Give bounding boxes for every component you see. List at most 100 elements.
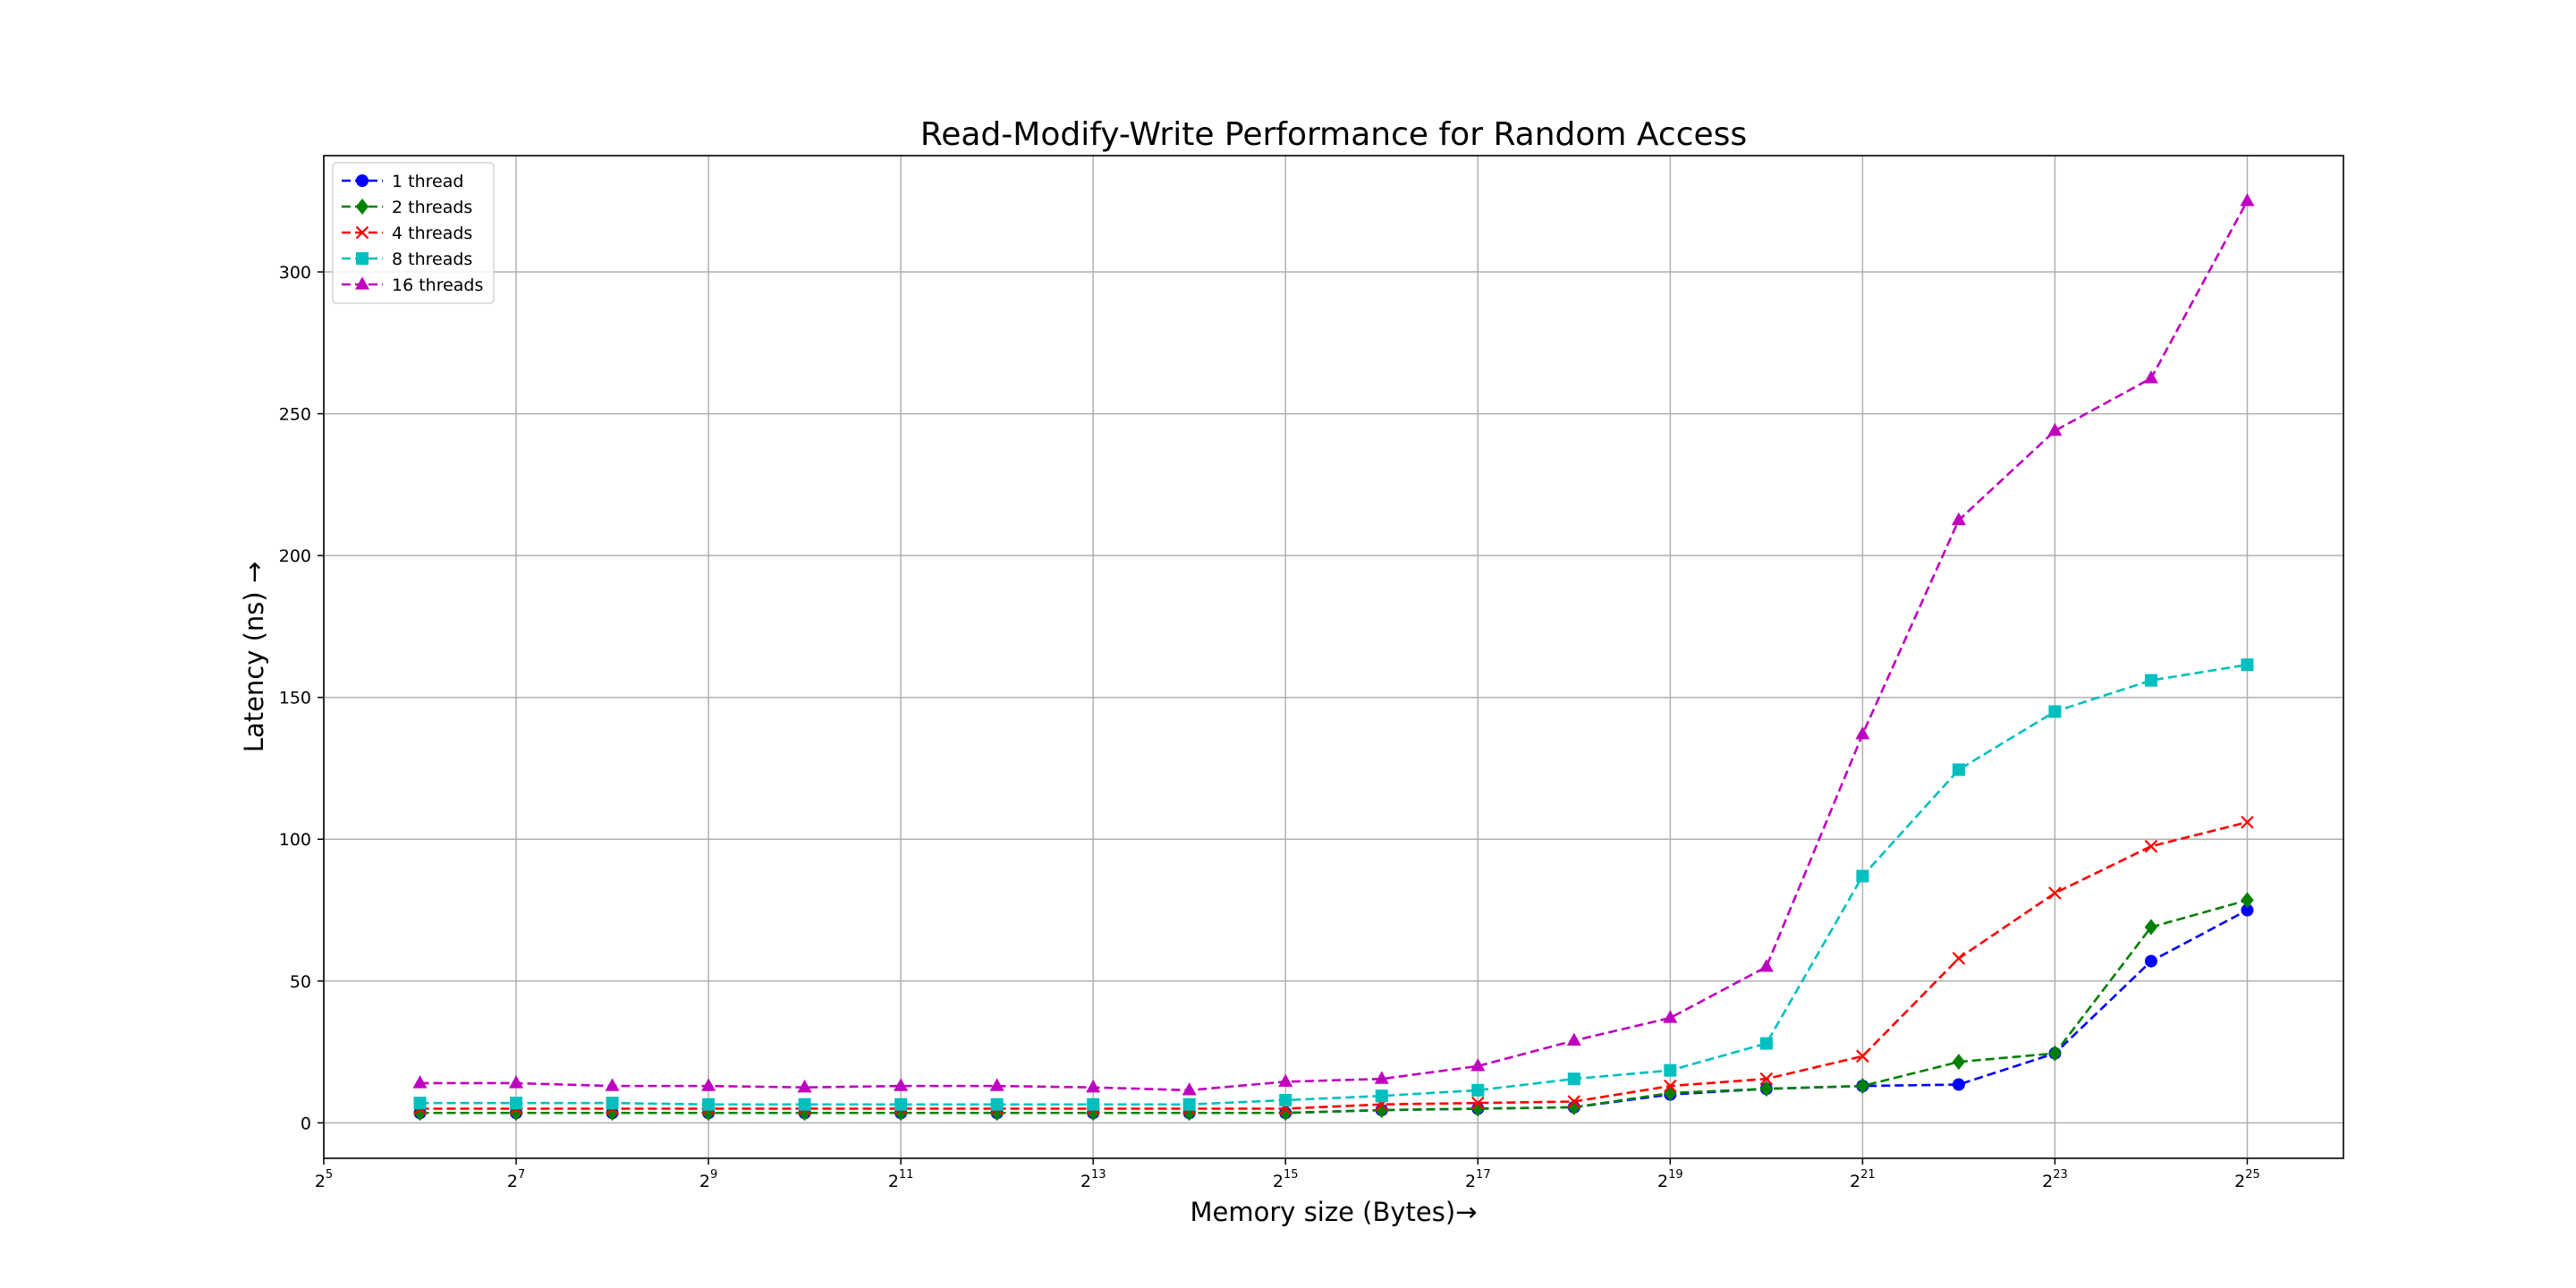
series-line (419, 663, 2248, 1106)
data-point (1758, 959, 1774, 972)
data-point (606, 1097, 619, 1110)
data-point (1951, 512, 1966, 526)
data-point (1374, 1071, 1389, 1084)
data-point (1856, 869, 1869, 883)
legend-item: 8 threads (342, 250, 472, 269)
legend-item: 16 threads (342, 275, 483, 295)
data-point (2240, 192, 2255, 207)
series-3 (413, 815, 2254, 1115)
y-tick-label: 200 (279, 547, 311, 566)
series-5 (412, 192, 2255, 1096)
series-4 (413, 658, 2254, 1111)
data-point (702, 1097, 716, 1111)
data-point (2241, 658, 2254, 672)
data-point (1471, 1083, 1485, 1097)
data-point (2144, 674, 2157, 687)
data-point (412, 1075, 428, 1089)
data-point (1567, 1095, 1581, 1108)
series-line (419, 909, 2249, 1114)
data-point (1663, 1010, 1678, 1023)
data-point (2144, 954, 2157, 968)
y-tick-label: 100 (279, 830, 311, 850)
data-point (1278, 1073, 1293, 1087)
x-tick-label: 225 (2234, 1168, 2260, 1191)
legend-label: 4 threads (392, 224, 472, 243)
data-point (1279, 1093, 1292, 1106)
legend-item: 4 threads (342, 224, 472, 243)
y-tick-label: 300 (279, 263, 311, 283)
legend-item: 1 thread (342, 172, 463, 191)
x-tick-label: 221 (1850, 1168, 1876, 1191)
data-point (2048, 705, 2062, 718)
data-point (1182, 1097, 1196, 1111)
legend: 1 thread 2 threads 4 threads 8 threads 16 th… (332, 162, 495, 304)
data-point (1471, 1100, 1485, 1117)
y-tick-label: 0 (301, 1114, 311, 1133)
legend-label: 2 threads (392, 198, 472, 217)
data-point (1471, 1096, 1485, 1110)
x-tick-label: 215 (1273, 1168, 1299, 1191)
x-axis-label: Memory size (Bytes)→ (1191, 1197, 1478, 1227)
series-line (419, 820, 2248, 1110)
data-point (989, 1078, 1004, 1091)
data-point (1759, 1072, 1774, 1086)
legend-marker (355, 199, 369, 215)
data-point (2143, 370, 2158, 384)
data-point (1759, 1080, 1774, 1097)
plot-frame (323, 155, 2344, 1159)
y-tick-label: 150 (279, 689, 311, 708)
data-point (1856, 1049, 1869, 1063)
data-point (2048, 886, 2062, 900)
data-point (1087, 1097, 1100, 1111)
data-point (2241, 903, 2254, 917)
legend-label: 16 threads (392, 275, 483, 295)
data-point (798, 1097, 811, 1111)
x-tick-label: 25 (315, 1168, 333, 1191)
grid (323, 156, 2343, 1158)
series-layer (412, 192, 2255, 1122)
series-line (419, 200, 2249, 1092)
legend-marker (355, 276, 369, 290)
data-point (2144, 839, 2158, 853)
legend-box (332, 162, 495, 304)
data-point (1856, 1078, 1869, 1095)
legend-marker (356, 252, 369, 265)
legend-marker (355, 225, 369, 240)
data-point (2241, 892, 2254, 909)
data-point (701, 1078, 716, 1091)
x-tick-label: 217 (1465, 1168, 1491, 1191)
data-point (509, 1075, 524, 1089)
data-point (1086, 1079, 1101, 1093)
y-tick-label: 250 (279, 405, 311, 425)
data-point (1375, 1089, 1388, 1103)
data-point (1567, 1072, 1580, 1086)
data-point (1470, 1058, 1486, 1072)
data-point (1664, 1063, 1677, 1077)
data-point (2241, 815, 2254, 829)
y-axis-label: Latency (ns) → (239, 562, 269, 752)
data-point (1375, 1102, 1388, 1119)
data-point (1664, 1079, 1677, 1093)
data-point (1182, 1082, 1197, 1096)
y-tick-label: 50 (290, 972, 311, 992)
chart-title: Read-Modify-Write Performance for Random… (920, 116, 1747, 153)
data-point (1759, 1037, 1773, 1050)
data-point (1952, 1054, 1966, 1071)
data-point (1855, 726, 1870, 740)
axis-ticks: 25 27 29 211 213 215 217 219 221 223 225 0 50 100 150 2… (279, 263, 2260, 1191)
data-point (1952, 952, 1966, 965)
legend-item: 2 threads (342, 198, 472, 217)
data-point (2048, 1045, 2062, 1062)
x-tick-label: 211 (888, 1168, 914, 1191)
data-point (990, 1097, 1004, 1111)
x-tick-label: 223 (2042, 1168, 2068, 1191)
data-point (413, 1097, 427, 1110)
x-tick-label: 29 (699, 1168, 717, 1191)
series-line (419, 899, 2248, 1114)
data-point (605, 1078, 620, 1091)
legend-label: 1 thread (392, 172, 463, 191)
data-point (1952, 1078, 1965, 1091)
data-point (2144, 919, 2158, 936)
data-point (1567, 1098, 1581, 1115)
